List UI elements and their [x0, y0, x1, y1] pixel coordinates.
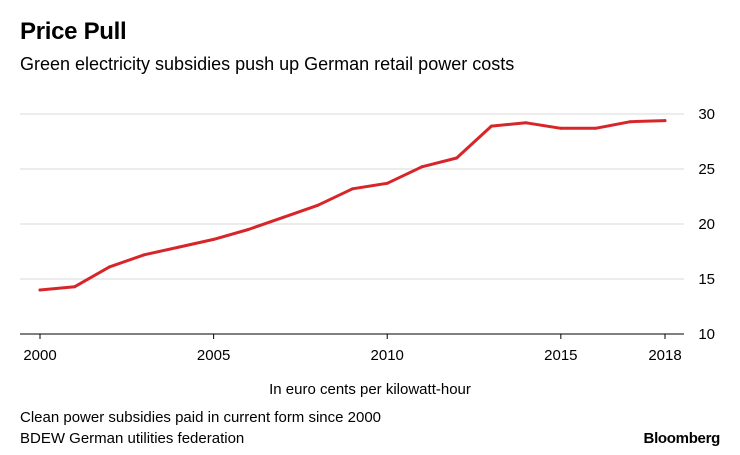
x-tick-label: 2000 [23, 347, 56, 364]
source-note: BDEW German utilities federation [20, 430, 245, 447]
y-tick-label: 15 [698, 271, 715, 288]
data-point [455, 156, 459, 160]
series-layer [38, 119, 667, 292]
data-point [663, 119, 667, 123]
x-tick-label: 2005 [197, 347, 230, 364]
y-tick-label: 10 [698, 326, 715, 343]
data-point [246, 228, 250, 231]
data-point [38, 288, 42, 292]
data-point [489, 124, 493, 128]
y-tick-label: 25 [698, 161, 715, 178]
x-axis-label: In euro cents per kilowatt-hour [269, 381, 471, 398]
series-line [38, 119, 667, 292]
data-point [107, 265, 111, 269]
bloomberg-logo: Bloomberg [643, 430, 721, 447]
y-tick-label: 30 [698, 106, 715, 123]
data-point [420, 165, 424, 169]
x-tick-label: 2018 [648, 347, 681, 364]
chart-subtitle: Green electricity subsidies push up Germ… [20, 54, 515, 74]
chart-title: Price Pull [20, 18, 127, 45]
axes: 10 15 20 25 30 2000 2005 2010 2015 2018 [20, 106, 715, 364]
data-point [524, 121, 528, 125]
data-point [177, 245, 181, 249]
y-tick-label: 20 [698, 216, 715, 233]
gridlines [20, 113, 684, 280]
data-point [142, 253, 146, 257]
data-point [351, 187, 354, 191]
data-point [594, 126, 598, 130]
data-point [385, 181, 389, 185]
data-point [73, 285, 77, 289]
data-point [559, 126, 563, 130]
data-point [628, 120, 632, 124]
data-point [316, 203, 320, 207]
data-point [212, 237, 216, 241]
x-tick-label: 2010 [371, 347, 404, 364]
data-point [281, 215, 285, 219]
x-tick-label: 2015 [544, 347, 577, 364]
footnote: Clean power subsidies paid in current fo… [20, 409, 382, 426]
